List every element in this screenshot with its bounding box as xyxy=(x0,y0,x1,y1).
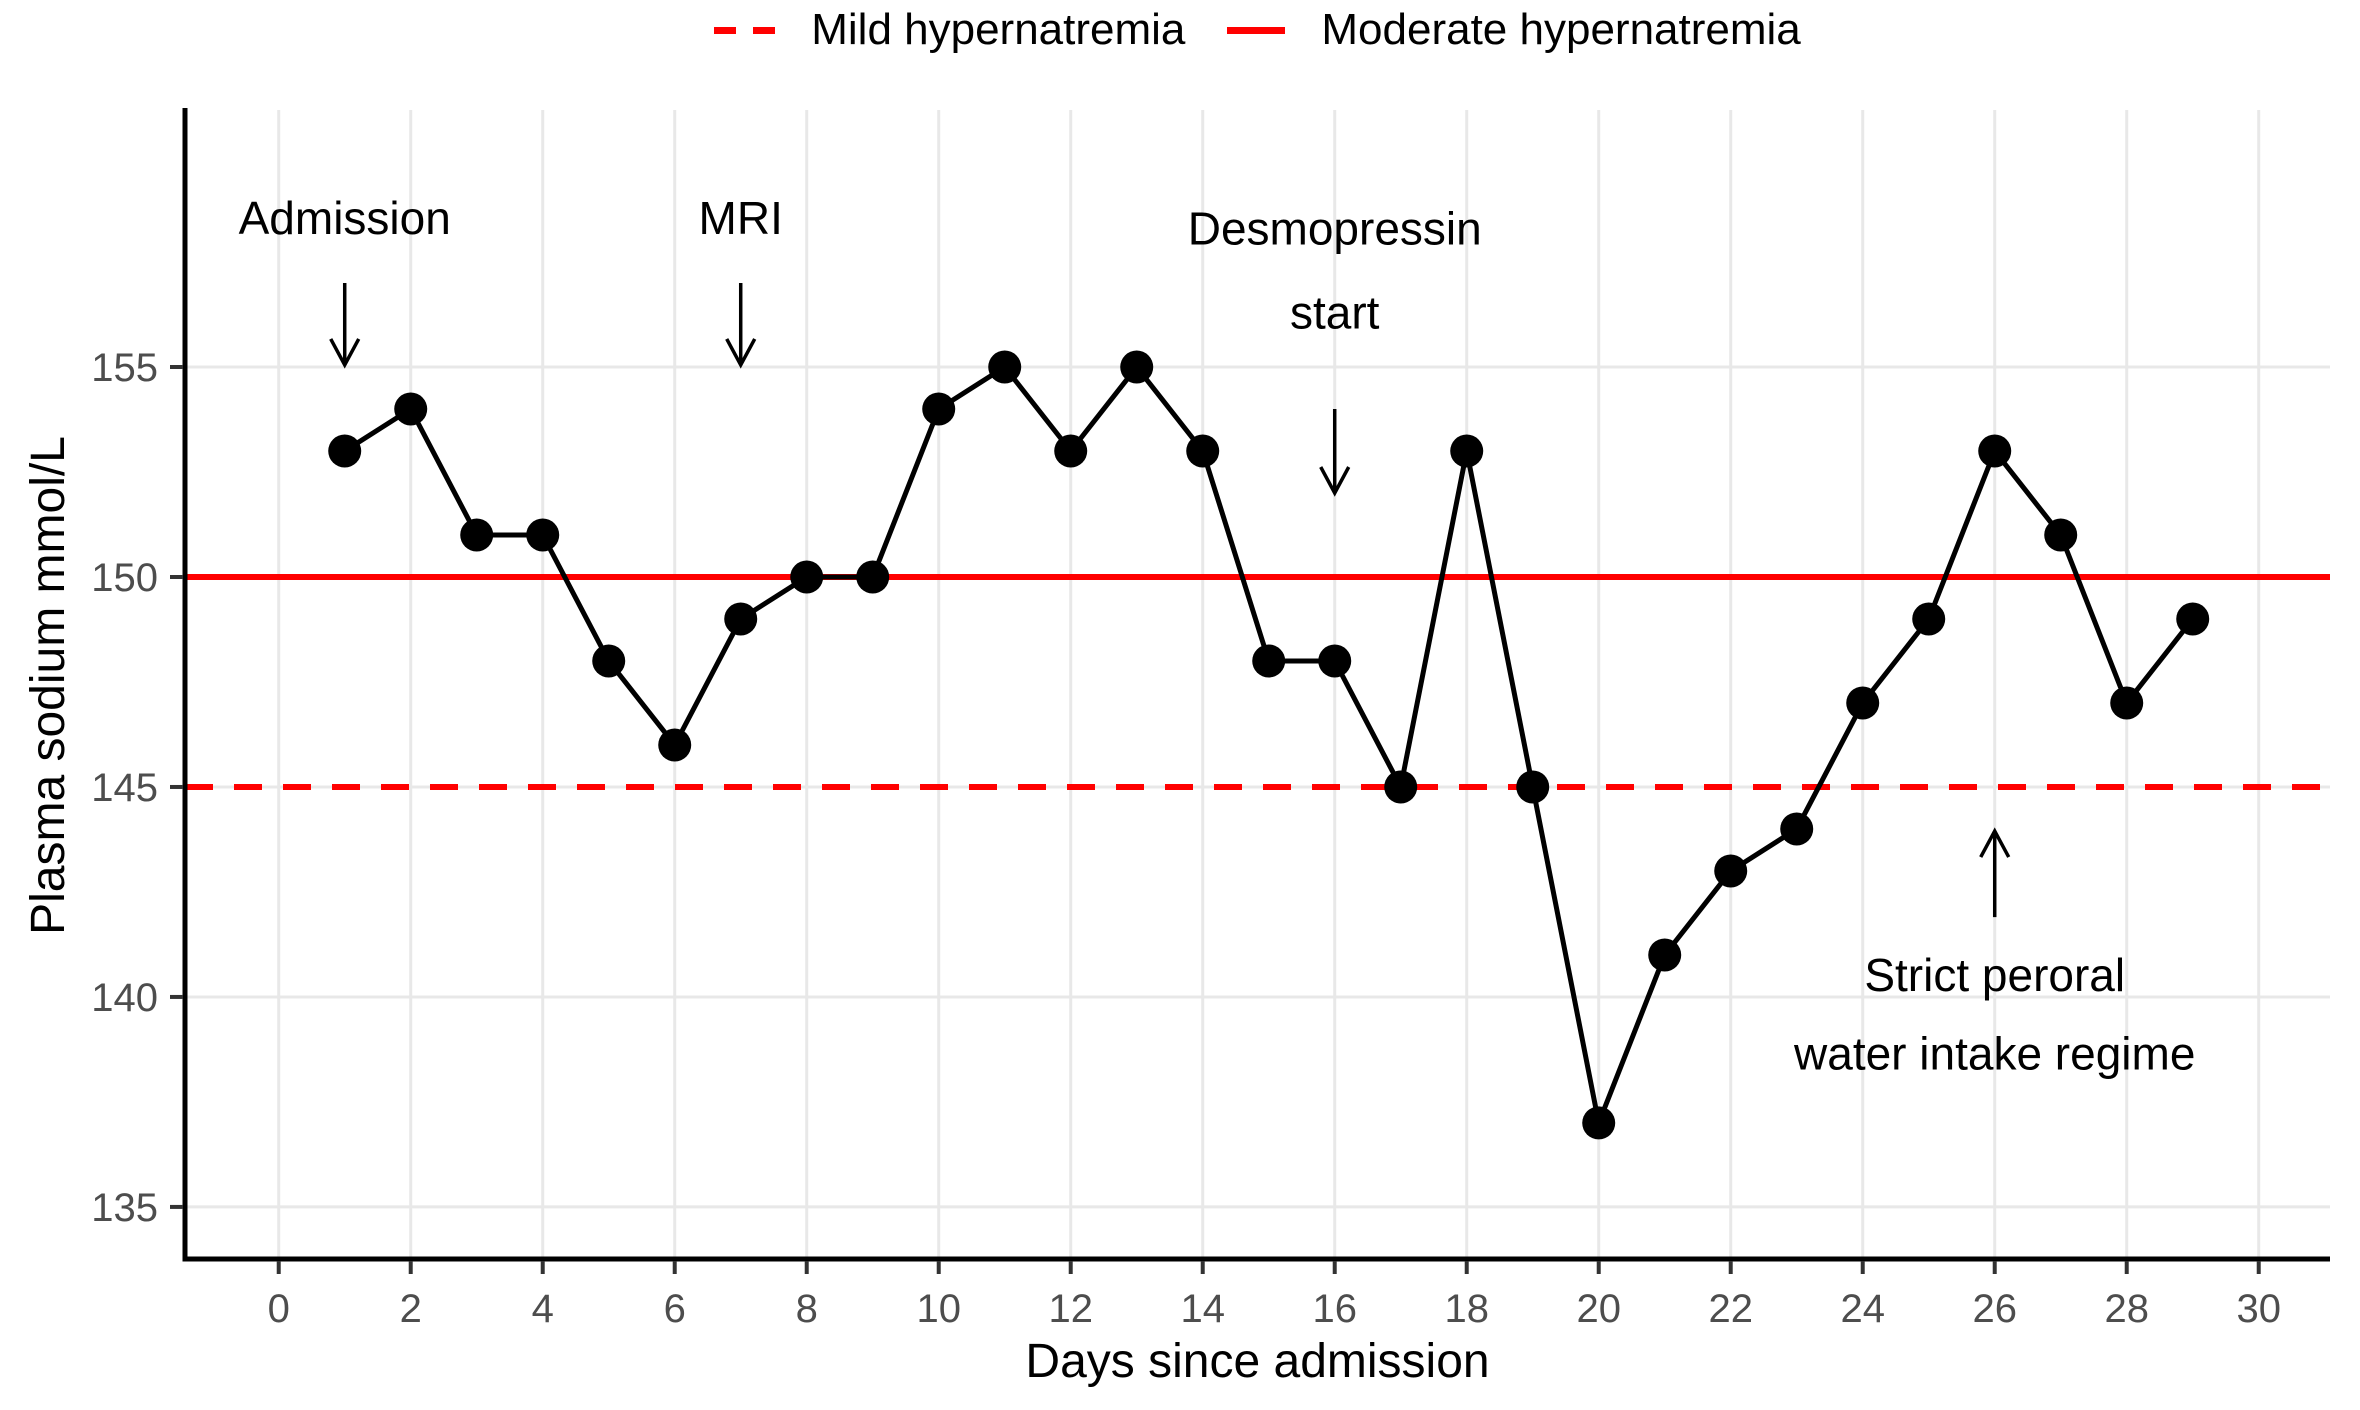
y-axis-tick-label: 145 xyxy=(91,766,158,810)
x-axis-tick-label: 4 xyxy=(532,1287,554,1331)
legend: Mild hypernatremia Moderate hypernatremi… xyxy=(185,2,2330,58)
annotation-text-admission: Admission xyxy=(239,192,451,244)
data-point xyxy=(1912,602,1946,636)
annotation-text-desmopressin-start: start xyxy=(1290,287,1380,339)
data-point xyxy=(1318,644,1352,678)
data-point xyxy=(1648,938,1682,972)
annotation-arrowhead-mri xyxy=(725,338,757,369)
data-point xyxy=(1582,1106,1616,1140)
legend-label: Mild hypernatremia xyxy=(811,5,1186,54)
y-axis-tick-label: 140 xyxy=(91,976,158,1020)
x-axis-tick-label: 6 xyxy=(664,1287,686,1331)
data-point xyxy=(1846,686,1880,720)
x-axis-tick-label: 30 xyxy=(2236,1287,2281,1331)
annotation-text-mri: MRI xyxy=(699,192,783,244)
annotation-text-strict-peroral-water-intake-regime: Strict peroral xyxy=(1864,949,2125,1001)
dashed-line-key-icon xyxy=(714,26,776,34)
annotation-arrowhead-strict-peroral-water-intake-regime xyxy=(1979,827,2011,858)
y-axis-tick-label: 135 xyxy=(91,1186,158,1230)
annotation-text-strict-peroral-water-intake-regime: water intake regime xyxy=(1793,1027,2195,1079)
x-axis-tick-label: 2 xyxy=(400,1287,422,1331)
data-point xyxy=(592,644,626,678)
solid-line-key-icon xyxy=(1227,26,1286,34)
data-point xyxy=(1450,434,1484,468)
data-point xyxy=(1120,350,1154,384)
data-point xyxy=(460,518,494,552)
data-point xyxy=(1978,434,2012,468)
data-point xyxy=(658,728,692,762)
x-axis-tick-label: 0 xyxy=(268,1287,290,1331)
annotation-text-desmopressin-start: Desmopressin xyxy=(1188,203,1482,255)
data-point xyxy=(2176,602,2210,636)
data-point xyxy=(856,560,890,594)
data-point xyxy=(1516,770,1550,804)
data-point xyxy=(1186,434,1220,468)
data-point xyxy=(394,392,428,426)
data-point xyxy=(2110,686,2144,720)
x-axis-tick-label: 28 xyxy=(2104,1287,2149,1331)
data-point xyxy=(1384,770,1418,804)
y-axis-tick-label: 150 xyxy=(91,556,158,600)
data-point xyxy=(1780,812,1814,846)
x-axis-tick-label: 12 xyxy=(1048,1287,1093,1331)
y-axis-tick-label: 155 xyxy=(91,346,158,390)
x-axis-tick-label: 24 xyxy=(1840,1287,1885,1331)
data-point xyxy=(988,350,1022,384)
x-axis-tick-label: 22 xyxy=(1708,1287,1753,1331)
x-axis-title: Days since admission xyxy=(1025,1335,1490,1388)
legend-item-moderate-hypernatremia: Moderate hypernatremia xyxy=(1227,5,1801,55)
x-axis-tick-label: 8 xyxy=(796,1287,818,1331)
data-point xyxy=(1714,854,1748,888)
legend-label: Moderate hypernatremia xyxy=(1321,5,1801,54)
x-axis-tick-label: 18 xyxy=(1444,1287,1489,1331)
data-point xyxy=(526,518,560,552)
x-axis-tick-label: 26 xyxy=(1972,1287,2017,1331)
legend-item-mild-hypernatremia: Mild hypernatremia xyxy=(714,5,1185,55)
data-point xyxy=(2044,518,2078,552)
x-axis-tick-label: 10 xyxy=(916,1287,961,1331)
data-point xyxy=(790,560,824,594)
data-point xyxy=(922,392,956,426)
data-point xyxy=(724,602,758,636)
data-point xyxy=(1252,644,1286,678)
data-point xyxy=(1054,434,1088,468)
x-axis-tick-label: 16 xyxy=(1312,1287,1357,1331)
annotation-arrowhead-admission xyxy=(329,338,361,369)
annotation-arrowhead-desmopressin-start xyxy=(1319,466,1351,497)
x-axis-tick-label: 20 xyxy=(1576,1287,1621,1331)
data-point xyxy=(328,434,362,468)
sodium-trend-line xyxy=(343,362,2195,1132)
x-axis-tick-label: 14 xyxy=(1180,1287,1225,1331)
